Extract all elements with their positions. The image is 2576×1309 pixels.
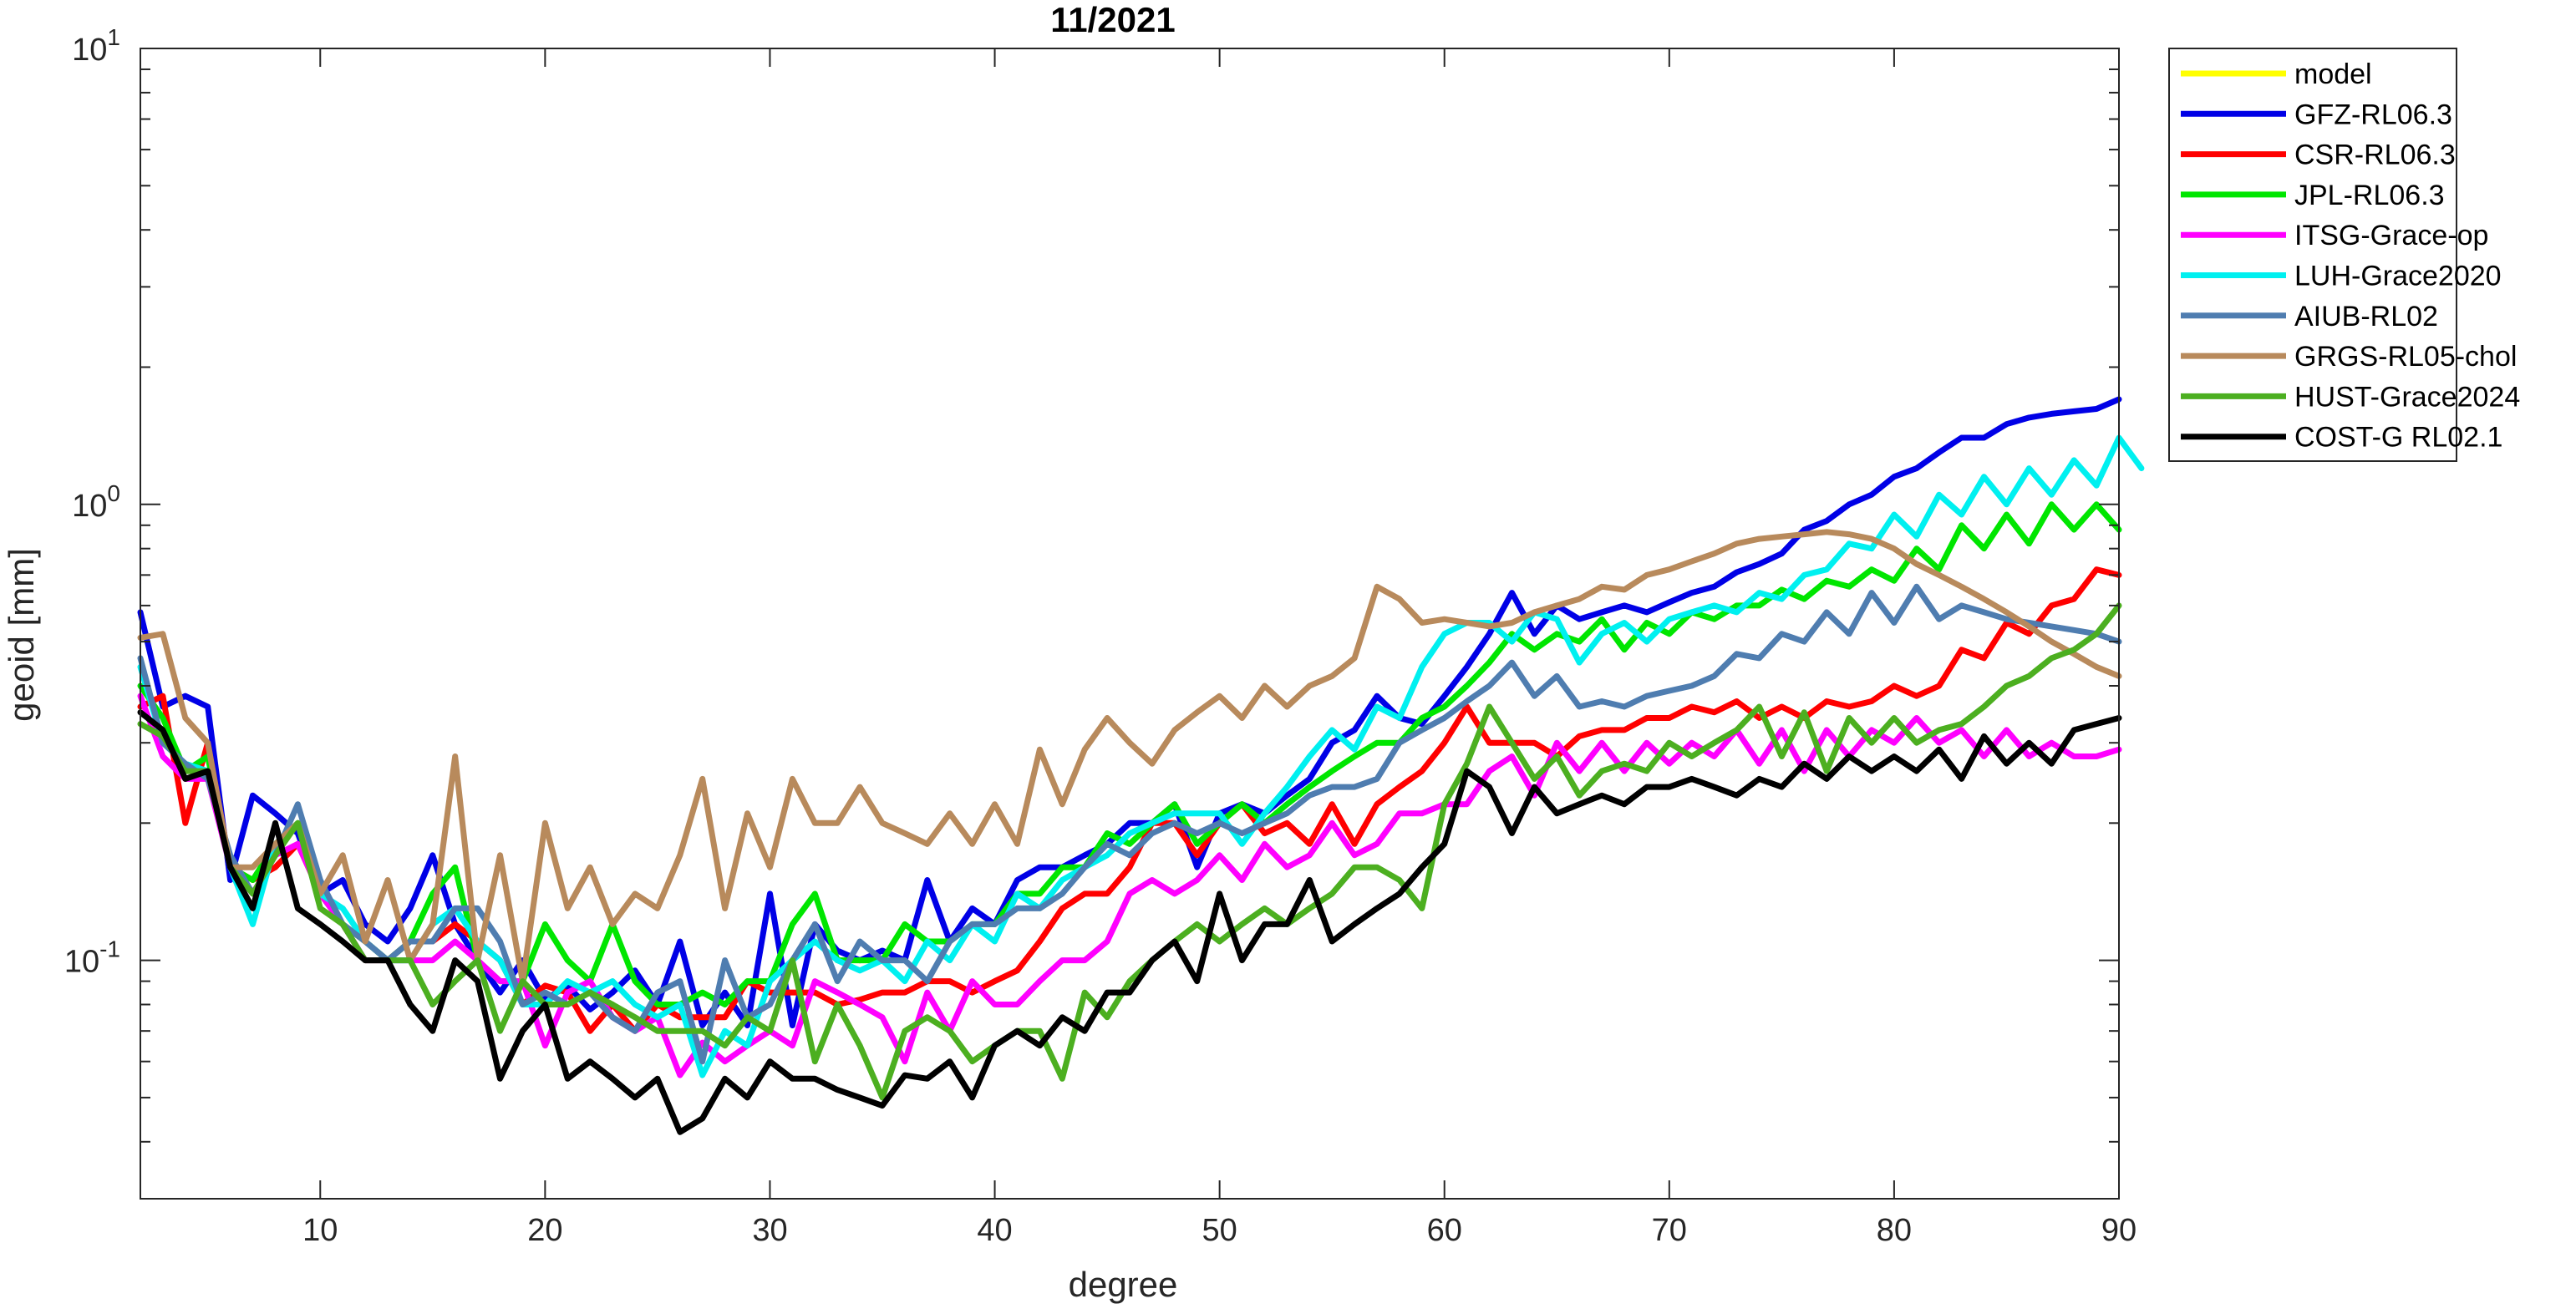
legend-label-8: HUST-Grace2024 [2294,381,2520,413]
legend-label-3: JPL-RL06.3 [2294,180,2445,211]
y-axis-label: geoid [mm] [2,548,41,722]
legend-label-6: AIUB-RL02 [2294,301,2438,332]
x-tick-label: 20 [527,1213,562,1248]
x-tick-label: 90 [2101,1213,2137,1248]
series-line-2 [137,566,2122,1034]
y-tick-label: 100 [72,480,120,524]
legend-label-4: ITSG-Grace-op [2294,220,2488,251]
x-tick-label: 50 [1202,1213,1237,1248]
x-tick-label: 30 [752,1213,787,1248]
x-tick-label: 80 [1877,1213,1912,1248]
series-line-8 [137,602,2122,1101]
y-tick-label: 10-1 [64,936,120,980]
series-line-9 [137,709,2122,1135]
legend-label-7: GRGS-RL05-chol [2294,341,2517,373]
y-tick-label: 101 [72,24,120,68]
y-axis: 10-1 100 101 [64,24,2119,1200]
x-axis-label: degree [1069,1265,1178,1304]
legend-label-9: COST-G RL02.1 [2294,422,2502,454]
x-axis: 10 20 30 40 50 60 70 80 90 [302,48,2137,1248]
series-line-1 [137,396,2122,1028]
legend-label-5: LUH-Grace2020 [2294,261,2502,292]
legend-label-0: model [2294,58,2372,90]
legend-box [2168,48,2457,462]
x-tick-label: 60 [1427,1213,1462,1248]
x-tick-label: 10 [302,1213,338,1248]
plot-series [137,396,2145,1135]
legend: model GFZ-RL06.3 CSR-RL06.3 JPL-RL06.3 ITSG-… [2168,48,2520,462]
legend-label-1: GFZ-RL06.3 [2294,99,2452,130]
legend-label-2: CSR-RL06.3 [2294,140,2456,171]
chart-title: 11/2021 [1050,0,1176,39]
series-line-7 [137,529,2122,985]
x-tick-label: 40 [977,1213,1012,1248]
plot-area-frame [140,48,2120,1200]
x-tick-label: 70 [1652,1213,1687,1248]
